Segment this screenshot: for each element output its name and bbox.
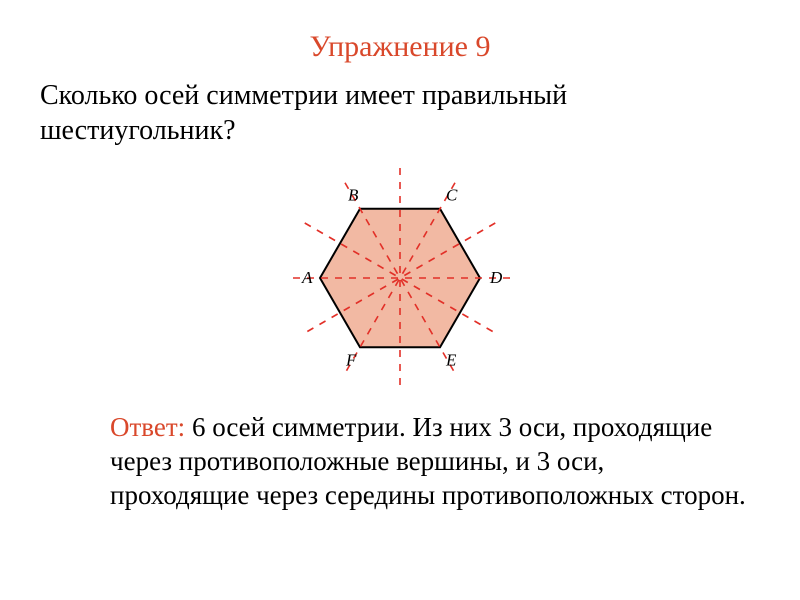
question-text: Сколько осей симметрии имеет правильный …	[40, 78, 760, 148]
answer-label: Ответ:	[110, 412, 185, 442]
diagram-container: B C D E F A	[40, 158, 760, 403]
vertex-label-F: F	[345, 350, 357, 369]
vertex-label-A: A	[301, 268, 313, 287]
hexagon-diagram: B C D E F A	[260, 158, 540, 398]
question-line-2: шестиугольник?	[40, 115, 236, 146]
vertex-label-B: B	[348, 186, 359, 205]
answer-text: 6 осей симметрии. Из них 3 оси, проходящ…	[110, 412, 746, 510]
slide: Упражнение 9 Сколько осей симметрии имее…	[0, 0, 800, 600]
exercise-title: Упражнение 9	[40, 30, 760, 64]
answer-paragraph: Ответ: 6 осей симметрии. Из них 3 оси, п…	[110, 411, 750, 512]
vertex-label-D: D	[489, 268, 503, 287]
question-line-1: Сколько осей симметрии имеет правильный	[40, 80, 567, 111]
vertex-label-E: E	[445, 350, 457, 369]
vertex-label-C: C	[446, 186, 458, 205]
